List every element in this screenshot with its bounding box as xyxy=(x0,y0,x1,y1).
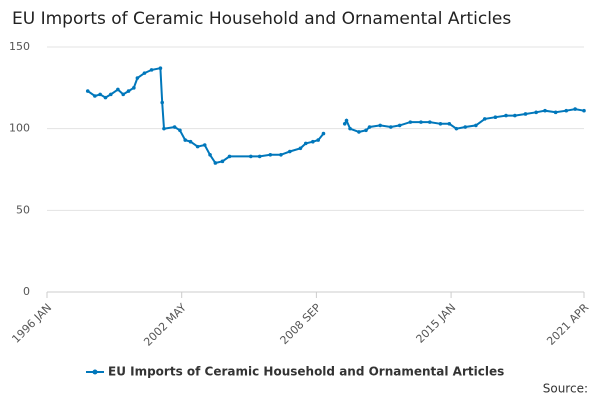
data-point xyxy=(178,128,182,133)
data-point xyxy=(316,138,320,142)
data-point xyxy=(364,128,368,133)
data-point xyxy=(378,123,382,128)
data-point xyxy=(534,110,538,115)
data-point xyxy=(213,161,218,165)
data-point xyxy=(162,126,166,131)
data-point xyxy=(344,118,349,123)
x-tick-label: 2008 SEP xyxy=(278,301,324,347)
data-point xyxy=(523,112,528,116)
data-point xyxy=(109,92,113,97)
data-point xyxy=(504,113,508,118)
data-point xyxy=(116,87,120,92)
data-point xyxy=(103,95,108,100)
data-point xyxy=(321,131,326,136)
data-point xyxy=(553,110,558,115)
data-point xyxy=(367,125,372,129)
chart-title: EU Imports of Ceramic Household and Orna… xyxy=(12,9,511,29)
y-tick-label: 0 xyxy=(23,285,30,298)
data-point xyxy=(447,121,452,126)
data-point xyxy=(93,94,97,98)
series-line xyxy=(87,67,585,165)
data-point xyxy=(543,108,547,113)
data-point xyxy=(98,92,102,97)
y-tick-label: 150 xyxy=(9,40,30,53)
data-point xyxy=(428,120,432,124)
y-tick-label: 50 xyxy=(16,203,30,216)
data-point xyxy=(188,139,193,144)
data-point xyxy=(454,126,459,131)
data-point xyxy=(463,125,468,129)
data-point xyxy=(257,154,262,159)
data-point xyxy=(202,143,207,147)
data-point xyxy=(195,144,200,149)
data-point xyxy=(208,153,212,157)
data-point xyxy=(160,100,164,105)
data-point xyxy=(389,125,393,129)
data-point xyxy=(183,138,188,142)
x-tick-label: 2002 MAY xyxy=(141,301,189,349)
data-point xyxy=(419,120,423,124)
data-point xyxy=(348,126,352,131)
data-point xyxy=(172,125,177,129)
data-point xyxy=(279,153,283,157)
data-point xyxy=(249,154,253,159)
data-point xyxy=(397,123,402,128)
x-tick-label: 1996 JAN xyxy=(9,301,54,346)
source: Source: xyxy=(543,382,588,396)
data-point xyxy=(438,121,443,126)
data-point xyxy=(474,123,478,128)
data-point xyxy=(564,108,569,113)
data-point xyxy=(126,89,131,93)
data-point xyxy=(311,139,315,144)
x-tick-label: 2015 JAN xyxy=(414,301,459,346)
y-tick-label: 100 xyxy=(9,122,30,135)
data-point xyxy=(220,159,225,164)
legend-label: EU Imports of Ceramic Household and Orna… xyxy=(108,365,504,379)
x-tick-label: 2021 APR xyxy=(544,301,591,348)
data-point xyxy=(573,107,577,111)
data-point xyxy=(482,117,487,121)
data-point xyxy=(288,149,292,154)
data-point xyxy=(149,68,154,72)
data-point xyxy=(135,76,140,80)
data-point xyxy=(303,141,308,146)
data-point xyxy=(121,92,126,97)
legend-marker xyxy=(92,369,98,375)
data-point xyxy=(513,113,517,118)
data-point xyxy=(85,89,90,93)
data-point xyxy=(493,115,498,120)
data-point xyxy=(142,71,147,75)
data-point xyxy=(408,120,413,124)
data-point xyxy=(357,130,361,134)
data-point xyxy=(298,146,303,151)
data-point xyxy=(582,108,586,113)
data-point xyxy=(158,66,163,71)
data-point xyxy=(268,153,273,157)
data-point xyxy=(132,86,136,90)
data-point xyxy=(227,154,232,159)
data-point xyxy=(342,121,347,126)
